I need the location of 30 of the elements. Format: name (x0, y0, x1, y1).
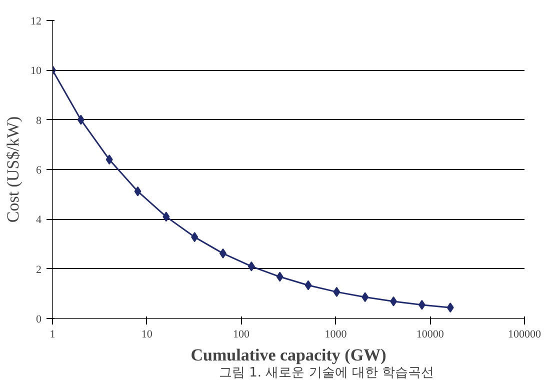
point (333, 286, 340, 297)
y-axis-title: Cost (US$/kW) (4, 116, 22, 223)
point (134, 186, 142, 196)
x-tick-label: 10 (141, 328, 153, 340)
point (77, 114, 84, 125)
point (248, 261, 255, 272)
point (276, 272, 284, 282)
x-tick-label: 1000 (324, 328, 348, 340)
y-tick-label: 10 (30, 65, 42, 78)
x-axis-title: Cumulative capacity (GW) (190, 346, 386, 364)
y-tick-label: 12 (30, 16, 42, 28)
x-tick-label: 100 (233, 328, 250, 340)
point (418, 300, 426, 310)
y-tick-label: 6 (36, 164, 42, 176)
point (446, 302, 454, 313)
x-tick-label: 1 (50, 328, 56, 340)
point (390, 296, 398, 306)
y-tick-label: 0 (36, 314, 42, 326)
point (220, 248, 227, 258)
caption: 그림 1. 새로운 기술에 대한 학습곡선 (218, 366, 434, 380)
x-tick-label: 10000 (416, 328, 444, 340)
point (362, 292, 369, 302)
y-tick-label: 4 (36, 214, 42, 226)
point (304, 280, 312, 290)
x-tick-label: 100000 (508, 328, 542, 340)
point (162, 212, 170, 222)
point (106, 154, 113, 165)
point (191, 232, 198, 242)
y-tick-label: 2 (36, 264, 42, 276)
y-tick-label: 8 (36, 114, 42, 127)
